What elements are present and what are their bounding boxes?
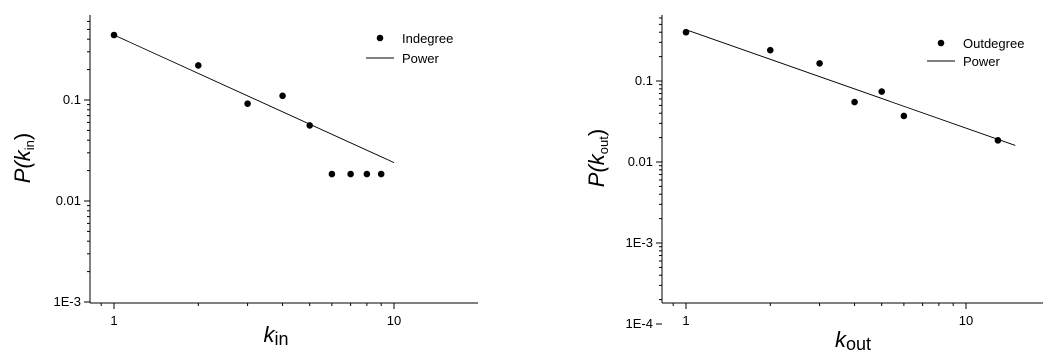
y-tick-label: 1E-3 — [54, 294, 81, 309]
data-point — [347, 170, 354, 178]
x-axis-label: kout — [835, 327, 871, 354]
x-tick-label: 10 — [387, 313, 401, 328]
x-tick-label: 1 — [682, 313, 689, 328]
x-axis-label: kin — [263, 322, 288, 349]
data-point — [194, 62, 202, 69]
legend-label-line: Power — [402, 51, 440, 66]
legend-label-points: Outdegree — [963, 36, 1024, 51]
y-tick-label: 0.1 — [63, 92, 81, 107]
power-fit-line — [685, 29, 1016, 146]
y-axis-label: P(kout) — [584, 129, 611, 187]
legend-marker-points — [937, 39, 945, 47]
data-point — [377, 170, 385, 178]
data-point — [900, 112, 908, 120]
data-point — [328, 170, 336, 178]
legend-label-line: Power — [963, 54, 1001, 69]
data-point — [816, 60, 823, 67]
data-point — [851, 98, 858, 106]
x-tick-label: 10 — [959, 313, 973, 328]
y-tick-label: 1E-3 — [626, 235, 653, 250]
data-point — [878, 88, 886, 95]
chart-panel-2: 1E-4 1E-3 0.01 0.1 1 10 Outdegree Power kout P(ko… — [584, 15, 1043, 354]
y-tick-label: 0.01 — [56, 193, 81, 208]
y-tick-label: 0.01 — [628, 154, 653, 169]
data-point — [279, 92, 286, 100]
power-fit-line — [113, 34, 395, 164]
legend-marker-points — [376, 34, 384, 42]
data-point — [363, 170, 371, 178]
y-axis-label: P(kin) — [10, 133, 37, 183]
legend-label-points: Indegree — [402, 31, 453, 46]
x-tick-label: 1 — [110, 313, 117, 328]
data-point — [766, 46, 774, 54]
y-tick-label: 1E-4 — [626, 316, 653, 331]
chart-panel-1: 1E-3 0.01 0.1 1 10 Indegree Power kin P(kin) — [10, 15, 478, 349]
data-point — [244, 100, 251, 107]
y-tick-label: 0.1 — [635, 73, 653, 88]
